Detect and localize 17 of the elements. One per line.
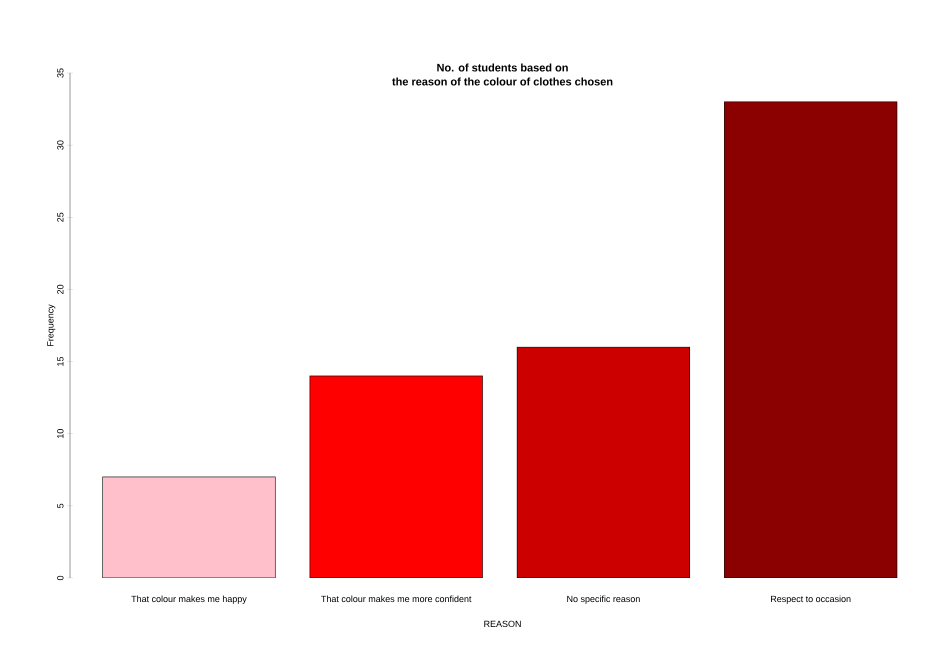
bar	[310, 376, 483, 578]
x-tick-label: Respect to occasion	[771, 596, 850, 604]
x-tick-label: That colour makes me happy	[131, 596, 247, 604]
y-tick-label: 0	[57, 576, 64, 580]
y-tick-label: 10	[57, 429, 64, 438]
y-axis-title: Frequency	[47, 304, 56, 346]
bar	[102, 476, 276, 578]
y-tick-label: 15	[57, 356, 64, 366]
x-axis-title: REASON	[484, 620, 521, 628]
y-tick-label: 5	[57, 504, 64, 508]
x-tick-label: No specific reason	[567, 596, 640, 604]
y-tick-label: 20	[57, 284, 64, 294]
x-tick-label: That colour makes me more confident	[321, 596, 472, 602]
y-tick-label: 30	[57, 140, 64, 150]
y-tick-label: 35	[57, 68, 64, 78]
y-tick-label: 25	[57, 212, 64, 222]
chart-title: No. of students based on the reason of the colour of clothes chosen	[392, 63, 612, 86]
